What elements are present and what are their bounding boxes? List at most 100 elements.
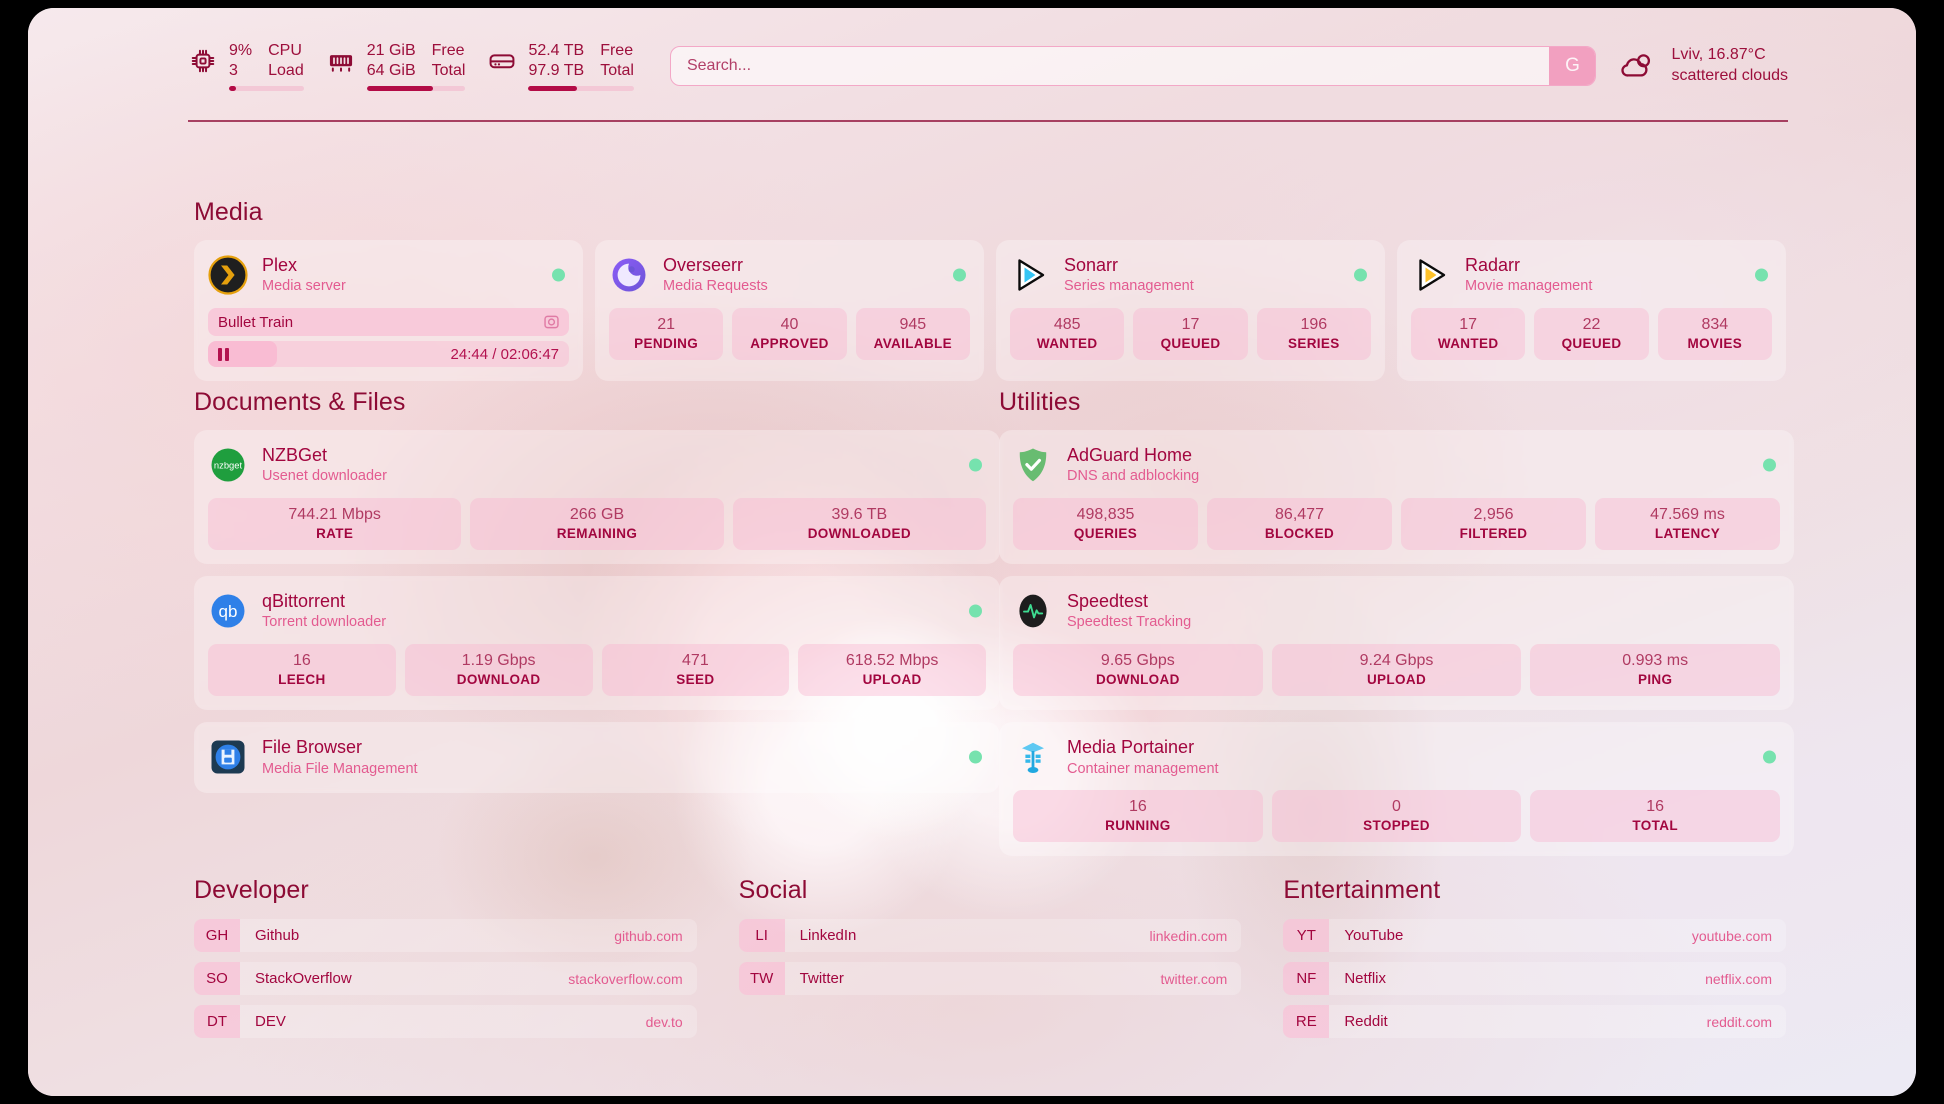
bookmark-reddit[interactable]: RE Reddit reddit.com	[1283, 1005, 1787, 1038]
stat-value: 196	[1300, 316, 1328, 333]
service-description: Usenet downloader	[262, 468, 387, 485]
nzbget-icon: nzbget	[208, 445, 248, 485]
documents-card-column: nzbget NZBGet Usenet downloader 744.21 M…	[194, 430, 1000, 794]
bookmark-stackoverflow[interactable]: SO StackOverflow stackoverflow.com	[194, 962, 697, 995]
status-badge	[1763, 458, 1776, 472]
bookmark-url: dev.to	[645, 1013, 683, 1030]
bookmark-list: LI LinkedIn linkedin.com TW Twitter twit…	[738, 919, 1242, 995]
now-playing-title-row: Bullet Train	[208, 308, 569, 336]
bookmark-group-title: Developer	[194, 876, 309, 904]
playback-elapsed: 24:44	[450, 345, 489, 363]
qbittorrent-icon: qb	[208, 591, 248, 631]
cpu-load-value: 3	[229, 62, 238, 79]
bookmark-url: linkedin.com	[1149, 927, 1228, 944]
service-card-portainer[interactable]: Media Portainer Container management 16 …	[999, 722, 1794, 857]
service-card-adguard[interactable]: AdGuard Home DNS and adblocking 498,835 …	[999, 430, 1794, 565]
stat-label: TOTAL	[1632, 818, 1678, 834]
stat-value: 17	[1459, 316, 1478, 333]
bookmark-linkedin[interactable]: LI LinkedIn linkedin.com	[738, 919, 1242, 952]
service-name: NZBGet	[262, 444, 328, 465]
stat-value: 498,835	[1076, 506, 1135, 523]
service-description: Speedtest Tracking	[1067, 614, 1192, 631]
status-badge	[1763, 750, 1776, 764]
stat-label: RATE	[316, 526, 354, 542]
bookmark-dev[interactable]: DT DEV dev.to	[194, 1005, 697, 1038]
card-header: Media Portainer Container management	[1013, 735, 1780, 779]
stat-item: 16 TOTAL	[1530, 790, 1781, 843]
resource-memory: 21 GiB 64 GiB Free Total	[326, 41, 466, 91]
bookmark-url: github.com	[614, 927, 683, 944]
bookmark-name: StackOverflow	[255, 970, 352, 987]
search-provider-button[interactable]: G	[1549, 47, 1596, 85]
stat-label: DOWNLOAD	[456, 672, 541, 688]
stats-row: 16 LEECH 1.19 Gbps DOWNLOAD 471 SEED 6	[208, 644, 986, 697]
cast-icon[interactable]	[543, 314, 560, 331]
pause-icon[interactable]	[218, 347, 229, 361]
service-card-filebrowser[interactable]: File Browser Media File Management	[194, 722, 1000, 794]
search-input[interactable]	[670, 47, 1550, 85]
bookmark-abbr: SO	[194, 962, 240, 995]
stat-value: 266 GB	[569, 506, 625, 523]
bookmark-netflix[interactable]: NF Netflix netflix.com	[1283, 962, 1787, 995]
stat-label: QUERIES	[1073, 526, 1138, 542]
stat-item: 1.19 Gbps DOWNLOAD	[404, 644, 593, 697]
weather-condition: scattered clouds	[1671, 67, 1788, 84]
stat-item: 17 WANTED	[1411, 308, 1526, 361]
service-name: Plex	[262, 254, 298, 275]
speedtest-icon	[1013, 591, 1053, 631]
bookmark-name: Reddit	[1344, 1013, 1388, 1030]
playback-progress-bar[interactable]: 24:44 / 02:06:47	[208, 341, 569, 367]
status-badge	[1354, 268, 1367, 282]
stat-label: UPLOAD	[1366, 672, 1427, 688]
dashboard-content: 9% 3 CPU Load	[28, 8, 1916, 1096]
stat-value: 47.569 ms	[1650, 506, 1725, 523]
cpu-label-line1: CPU	[268, 42, 302, 60]
bookmark-name: Github	[255, 927, 300, 944]
stat-label: DOWNLOADED	[807, 526, 911, 542]
cloud-icon	[1618, 46, 1658, 86]
service-name: Sonarr	[1064, 254, 1119, 275]
disk-free-value: 52.4 TB	[528, 42, 585, 60]
card-header: qb qBittorrent Torrent downloader	[208, 589, 986, 633]
stat-value: 22	[1582, 316, 1601, 333]
adguard-icon	[1013, 445, 1053, 485]
bookmark-abbr: TW	[738, 962, 785, 995]
stat-item: 0 STOPPED	[1271, 790, 1522, 843]
service-card-overseerr[interactable]: Overseerr Media Requests 21 PENDING 40 A…	[595, 240, 984, 381]
card-header: Sonarr Series management	[1010, 253, 1371, 297]
card-header: Speedtest Speedtest Tracking	[1013, 589, 1780, 633]
stat-value: 471	[682, 652, 709, 670]
stat-label: WANTED	[1036, 336, 1098, 352]
stat-value: 16	[292, 652, 311, 670]
card-header: Overseerr Media Requests	[609, 253, 970, 297]
search-bar[interactable]: G	[669, 46, 1597, 86]
bookmark-github[interactable]: GH Github github.com	[194, 919, 697, 952]
memory-label-line2: Total	[431, 62, 466, 79]
service-card-nzbget[interactable]: nzbget NZBGet Usenet downloader 744.21 M…	[194, 430, 1000, 565]
now-playing: Bullet Train	[208, 308, 569, 367]
bookmark-youtube[interactable]: YT YouTube youtube.com	[1283, 919, 1787, 952]
service-card-radarr[interactable]: Radarr Movie management 17 WANTED 22 QUE…	[1397, 240, 1786, 381]
service-name: AdGuard Home	[1067, 444, 1193, 465]
service-name: Radarr	[1465, 254, 1521, 275]
cpu-icon	[188, 46, 218, 76]
card-header: Radarr Movie management	[1411, 253, 1772, 297]
cpu-usage-bar	[229, 85, 304, 91]
memory-total-value: 64 GiB	[366, 62, 416, 79]
stat-item: 834 MOVIES	[1657, 308, 1772, 361]
service-card-speedtest[interactable]: Speedtest Speedtest Tracking 9.65 Gbps D…	[999, 576, 1794, 711]
bookmark-twitter[interactable]: TW Twitter twitter.com	[738, 962, 1242, 995]
stat-label: SERIES	[1288, 336, 1340, 352]
stat-label: LATENCY	[1654, 526, 1721, 542]
bookmark-abbr: DT	[194, 1005, 240, 1038]
disk-label-line1: Free	[600, 42, 634, 60]
stat-item: 618.52 Mbps UPLOAD	[798, 644, 986, 697]
service-card-sonarr[interactable]: Sonarr Series management 485 WANTED 17 Q…	[996, 240, 1385, 381]
stat-value: 1.19 Gbps	[461, 652, 536, 670]
weather-widget[interactable]: Lviv, 16.87°C scattered clouds	[1618, 45, 1788, 87]
bookmark-group-entertainment: Entertainment YT YouTube youtube.com NF …	[1283, 876, 1787, 1038]
service-card-qbittorrent[interactable]: qb qBittorrent Torrent downloader 16 LEE…	[194, 576, 1000, 711]
service-card-plex[interactable]: Plex Media server Bullet Train	[194, 240, 583, 381]
bookmark-abbr: RE	[1283, 1005, 1330, 1038]
bookmark-name: DEV	[255, 1013, 286, 1030]
